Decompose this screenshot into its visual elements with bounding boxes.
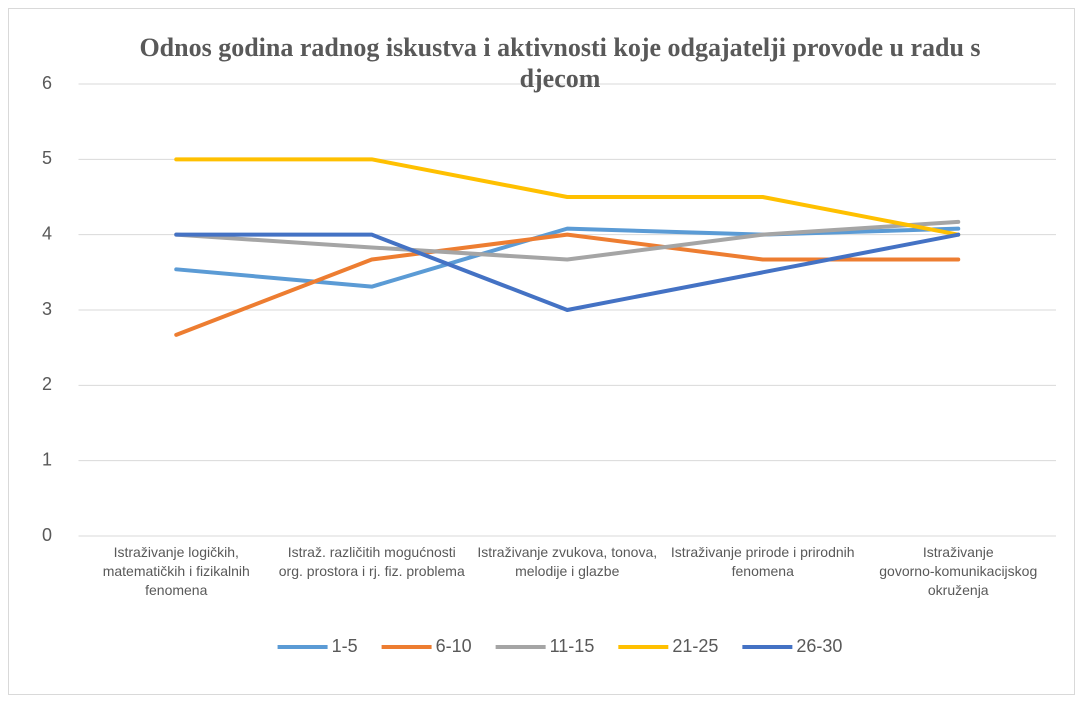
x-tick-label: Istraživanje logičkih, matematičkih i fiz… [103, 544, 250, 598]
y-tick-label: 4 [42, 223, 52, 243]
y-tick-label: 6 [42, 73, 52, 93]
x-tick-label: Istraživanje zvukova, tonova, melodije i … [477, 544, 657, 579]
chart-border [8, 8, 1075, 695]
series-line [174, 157, 961, 237]
legend-label: 26-30 [796, 636, 842, 656]
y-tick-label: 2 [42, 374, 52, 394]
legend-label: 1-5 [332, 636, 358, 656]
chart-title: Odnos godina radnog iskustva i aktivnost… [139, 33, 980, 93]
y-tick-label: 1 [42, 449, 52, 469]
y-tick-label: 5 [42, 148, 52, 168]
y-tick-label: 3 [42, 299, 52, 319]
x-tick-label: Istraživanje govorno-komunikacijskog okruž… [879, 544, 1037, 598]
legend-label: 6-10 [436, 636, 472, 656]
series-line [174, 226, 961, 289]
x-tick-label: Istraživanje prirode i prirodnih fenomena [671, 544, 855, 579]
series-line [174, 232, 961, 312]
y-tick-label: 0 [42, 525, 52, 545]
x-tick-label: Istraž. različitih mogućnosti org. prosto… [279, 544, 465, 579]
series-line [174, 219, 961, 262]
legend-label: 11-15 [550, 636, 595, 656]
legend-label: 21-25 [672, 636, 718, 656]
